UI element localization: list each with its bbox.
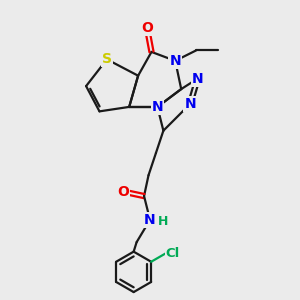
Text: N: N bbox=[192, 72, 203, 86]
Text: O: O bbox=[141, 21, 153, 35]
Text: S: S bbox=[102, 52, 112, 66]
Text: H: H bbox=[158, 215, 169, 228]
Text: N: N bbox=[169, 54, 181, 68]
Text: O: O bbox=[117, 184, 129, 199]
Text: N: N bbox=[144, 213, 156, 227]
Text: N: N bbox=[184, 97, 196, 111]
Text: N: N bbox=[152, 100, 163, 114]
Text: Cl: Cl bbox=[166, 247, 180, 260]
